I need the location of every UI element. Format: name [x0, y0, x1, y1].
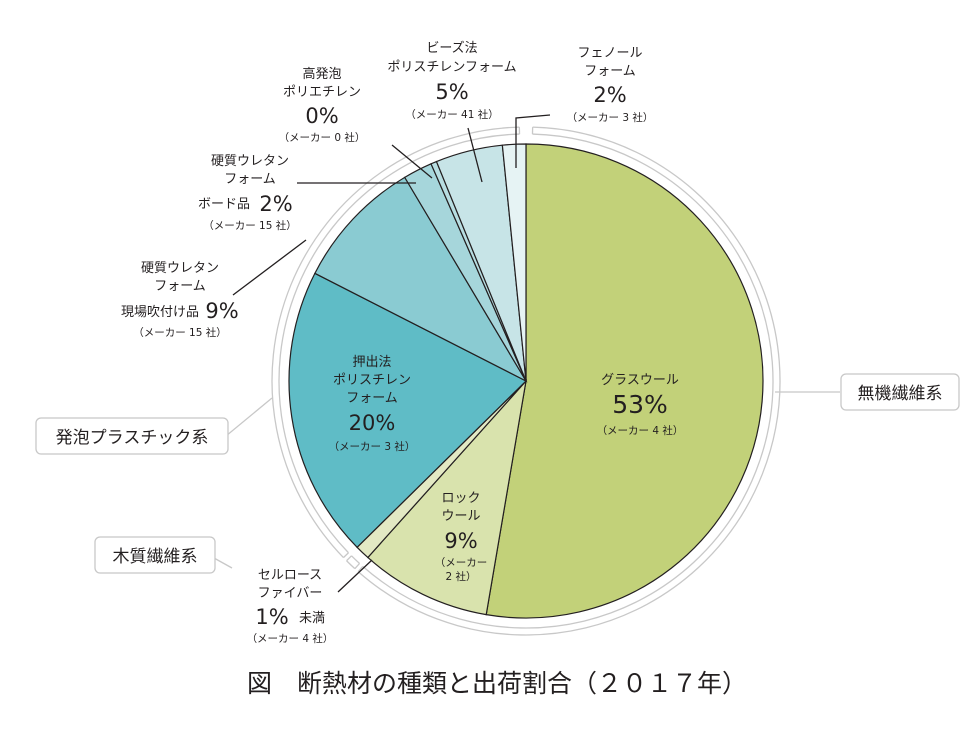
ring-wood-inner [351, 555, 360, 564]
rock-wool-maker-1: （メーカー [435, 557, 488, 569]
pu-board-pct: 2% [259, 192, 292, 216]
pu-spray-pct: 9% [205, 299, 238, 323]
pu-spray-name-3: 現場吹付け品 [121, 305, 199, 320]
pe-foam-name-1: 高発泡 [302, 66, 341, 82]
glass-wool-maker: （メーカー 4 社） [597, 424, 684, 437]
label-xps: 押出法 ポリスチレン フォーム 20% （メーカー 3 社） [329, 355, 416, 453]
leader-cellulose [337, 559, 373, 593]
label-cellulose: セルロース ファイバー 1% 未満 （メーカー 4 社） [247, 568, 334, 645]
label-eps: ビーズ法 ポリスチレンフォーム 5% （メーカー 41 社） [387, 40, 516, 121]
group-wood-text: 木質繊維系 [113, 547, 198, 567]
slice-phenol [501, 143, 527, 382]
ring-inorganic-inner [362, 133, 774, 629]
label-rock-wool: ロック ウール 9% （メーカー 2 社） [435, 491, 488, 583]
eps-name-2: ポリスチレンフォーム [387, 60, 516, 75]
label-pe-foam: 高発泡 ポリエチレン 0% （メーカー 0 社） [279, 66, 366, 144]
pu-board-maker: （メーカー 15 社） [203, 219, 297, 232]
eps-name-1: ビーズ法 [426, 40, 477, 56]
ring-wood-cap-end [346, 555, 352, 562]
pie-slices [288, 143, 764, 619]
group-label-wood: 木質繊維系 [94, 536, 216, 574]
cellulose-name-2: ファイバー [258, 586, 323, 601]
pu-spray-maker: （メーカー 15 社） [133, 326, 227, 339]
cellulose-name-1: セルロース [258, 568, 322, 583]
ring-inorganic-cap-end [357, 565, 364, 573]
ring-wood-outer [346, 560, 356, 570]
leader-eps [467, 127, 483, 183]
slice-xps [288, 272, 528, 549]
phenol-name-2: フォーム [584, 64, 636, 79]
rock-wool-maker-2: 2 社） [445, 570, 476, 583]
ring-foam-cap-start [342, 552, 349, 559]
glass-wool-name: グラスウール [601, 373, 679, 388]
rock-wool-name-2: ウール [441, 509, 480, 524]
eps-pct: 5% [435, 80, 468, 104]
group-inorganic-text: 無機繊維系 [858, 384, 943, 404]
ring-inorganic-outer [357, 126, 781, 636]
leader-lines [232, 114, 551, 593]
phenol-pct: 2% [593, 83, 626, 107]
rock-wool-pct: 9% [444, 529, 477, 553]
leader-pe-foam [391, 144, 433, 179]
pe-foam-pct: 0% [305, 104, 338, 128]
xps-pct: 20% [349, 411, 396, 435]
eps-maker: （メーカー 41 社） [405, 108, 499, 121]
label-pu-board: 硬質ウレタン フォーム ボード品 2% （メーカー 15 社） [198, 154, 297, 232]
pu-spray-name-2: フォーム [154, 279, 206, 294]
group-label-foam: 発泡プラスチック系 [35, 417, 229, 455]
pu-board-name-1: 硬質ウレタン [211, 154, 289, 169]
label-pu-spray: 硬質ウレタン フォーム 現場吹付け品 9% （メーカー 15 社） [121, 261, 239, 339]
connector-wood [213, 557, 233, 569]
cellulose-maker: （メーカー 4 社） [247, 632, 334, 645]
label-glass-wool: グラスウール 53% （メーカー 4 社） [597, 373, 684, 437]
xps-name-3: フォーム [346, 391, 398, 406]
leader-phenol [515, 114, 551, 168]
slice-pu-spray [314, 176, 528, 383]
cellulose-pct: 1% [255, 605, 288, 629]
cellulose-under: 未満 [299, 611, 325, 626]
glass-wool-pct: 53% [612, 390, 668, 419]
label-phenol: フェノール フォーム 2% （メーカー 3 社） [567, 46, 654, 124]
pe-foam-maker: （メーカー 0 社） [279, 131, 366, 144]
chart-caption: 図 断熱材の種類と出荷割合（２０１７年） [247, 669, 747, 698]
ring-wood-cap-start [354, 563, 361, 570]
rock-wool-name-1: ロック [441, 491, 480, 506]
phenol-name-1: フェノール [577, 46, 642, 61]
group-connectors [213, 391, 840, 569]
xps-name-2: ポリスチレン [333, 373, 411, 388]
ring-foam-outer [271, 126, 520, 559]
leader-pu-spray [232, 239, 307, 296]
xps-maker: （メーカー 3 社） [329, 440, 416, 453]
connector-foam [225, 397, 273, 437]
pu-spray-name-1: 硬質ウレタン [141, 261, 219, 276]
phenol-maker: （メーカー 3 社） [567, 111, 654, 124]
group-label-inorganic: 無機繊維系 [840, 373, 960, 411]
slice-rock-wool [366, 379, 527, 616]
group-rings [271, 126, 781, 636]
pu-board-name-2: フォーム [224, 172, 276, 187]
xps-name-1: 押出法 [352, 355, 391, 370]
pu-board-name-3: ボード品 [198, 197, 250, 212]
slice-glass-wool [485, 143, 764, 619]
group-foam-text: 発泡プラスチック系 [56, 428, 209, 448]
ring-foam-inner [278, 133, 520, 554]
pe-foam-name-2: ポリエチレン [283, 85, 361, 100]
